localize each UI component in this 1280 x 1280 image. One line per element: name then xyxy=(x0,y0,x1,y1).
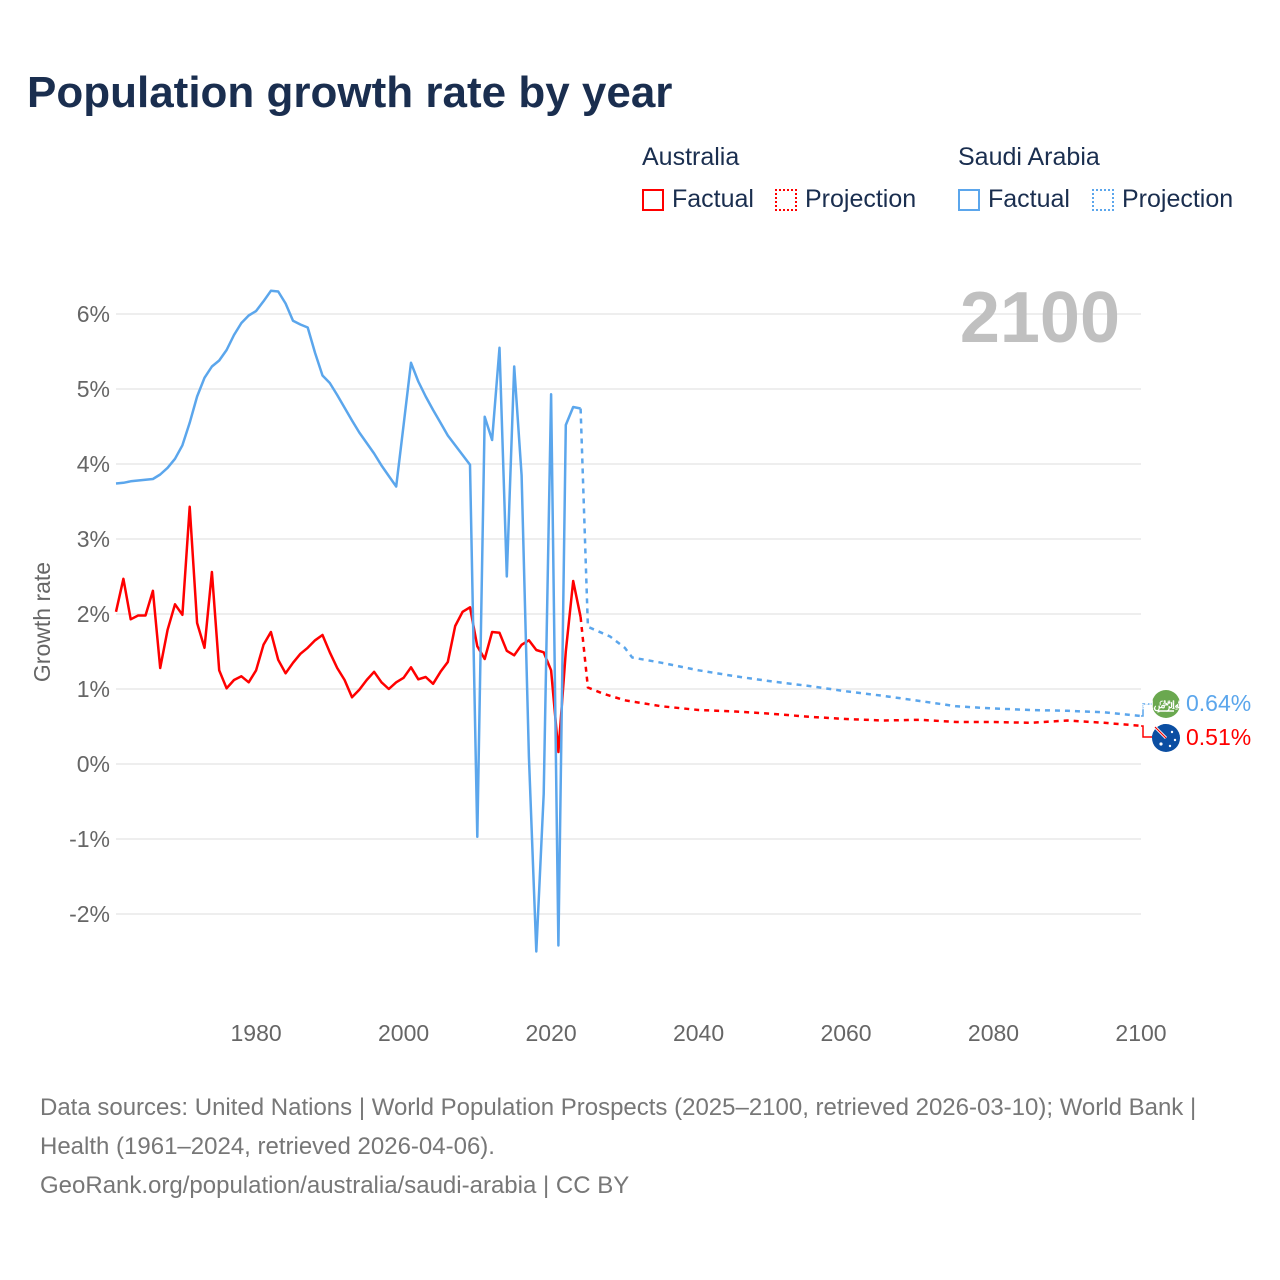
legend-label: Factual xyxy=(672,185,754,213)
y-tick-label: 6% xyxy=(77,301,110,327)
series-line-saudi-arabia-factual xyxy=(115,289,581,953)
australia-flag-icon xyxy=(1152,724,1180,752)
legend-item-australia-factual[interactable]: Factual xyxy=(642,185,754,214)
x-tick-label: 1980 xyxy=(231,1020,282,1046)
legend-group-title: Australia xyxy=(642,143,740,171)
solid-swatch-icon xyxy=(958,188,980,211)
svg-text:﷽: ﷽ xyxy=(1123,699,1209,713)
legend-label: Projection xyxy=(1122,185,1234,213)
series-line-saudi-arabia-projection xyxy=(579,408,1142,718)
dotted-swatch-icon xyxy=(1092,188,1114,211)
legend-item-saudi-projection[interactable]: Projection xyxy=(1092,185,1233,214)
legend-item-australia-projection[interactable]: Projection xyxy=(775,185,916,214)
series-line-australia-projection xyxy=(579,616,1142,728)
x-tick-label: 2040 xyxy=(673,1020,724,1046)
data-sources: Data sources: United Nations | World Pop… xyxy=(40,1094,1197,1160)
y-tick-label: 4% xyxy=(77,451,110,477)
legend-label: Projection xyxy=(805,185,917,213)
y-tick-label: 0% xyxy=(77,751,110,777)
x-tick-label: 2020 xyxy=(525,1020,576,1046)
australia-leader-line xyxy=(1141,725,1152,738)
series-line-australia-factual xyxy=(114,505,582,754)
x-tick-label: 2060 xyxy=(820,1020,871,1046)
solid-swatch-icon xyxy=(642,188,664,211)
y-tick-label: 5% xyxy=(77,376,110,402)
x-tick-label: 2080 xyxy=(968,1020,1019,1046)
saudi-end-value: 0.64% xyxy=(1186,690,1251,716)
current-year-label: 2100 xyxy=(960,278,1120,358)
y-tick-label: -1% xyxy=(69,826,110,852)
legend-label: Factual xyxy=(988,185,1070,213)
australia-end-value: 0.51% xyxy=(1186,724,1251,750)
legend-item-saudi-factual[interactable]: Factual xyxy=(958,185,1070,214)
y-tick-label: 1% xyxy=(77,676,110,702)
saudi-arabia-flag-icon: ﷽ xyxy=(1123,690,1209,718)
dotted-swatch-icon xyxy=(775,188,797,211)
chart-title: Population growth rate by year xyxy=(27,68,673,117)
y-tick-label: 3% xyxy=(77,526,110,552)
x-tick-label: 2000 xyxy=(378,1020,429,1046)
y-tick-label: -2% xyxy=(69,901,110,927)
attribution-link[interactable]: GeoRank.org/population/australia/saudi-a… xyxy=(40,1172,630,1199)
x-tick-label: 2100 xyxy=(1115,1020,1166,1046)
saudi-leader-line xyxy=(1141,703,1152,717)
legend-group-title: Saudi Arabia xyxy=(958,143,1100,171)
footer: Data sources: United Nations | World Pop… xyxy=(40,1088,1240,1205)
y-tick-label: 2% xyxy=(77,601,110,627)
y-axis-label: Growth rate xyxy=(29,562,55,682)
